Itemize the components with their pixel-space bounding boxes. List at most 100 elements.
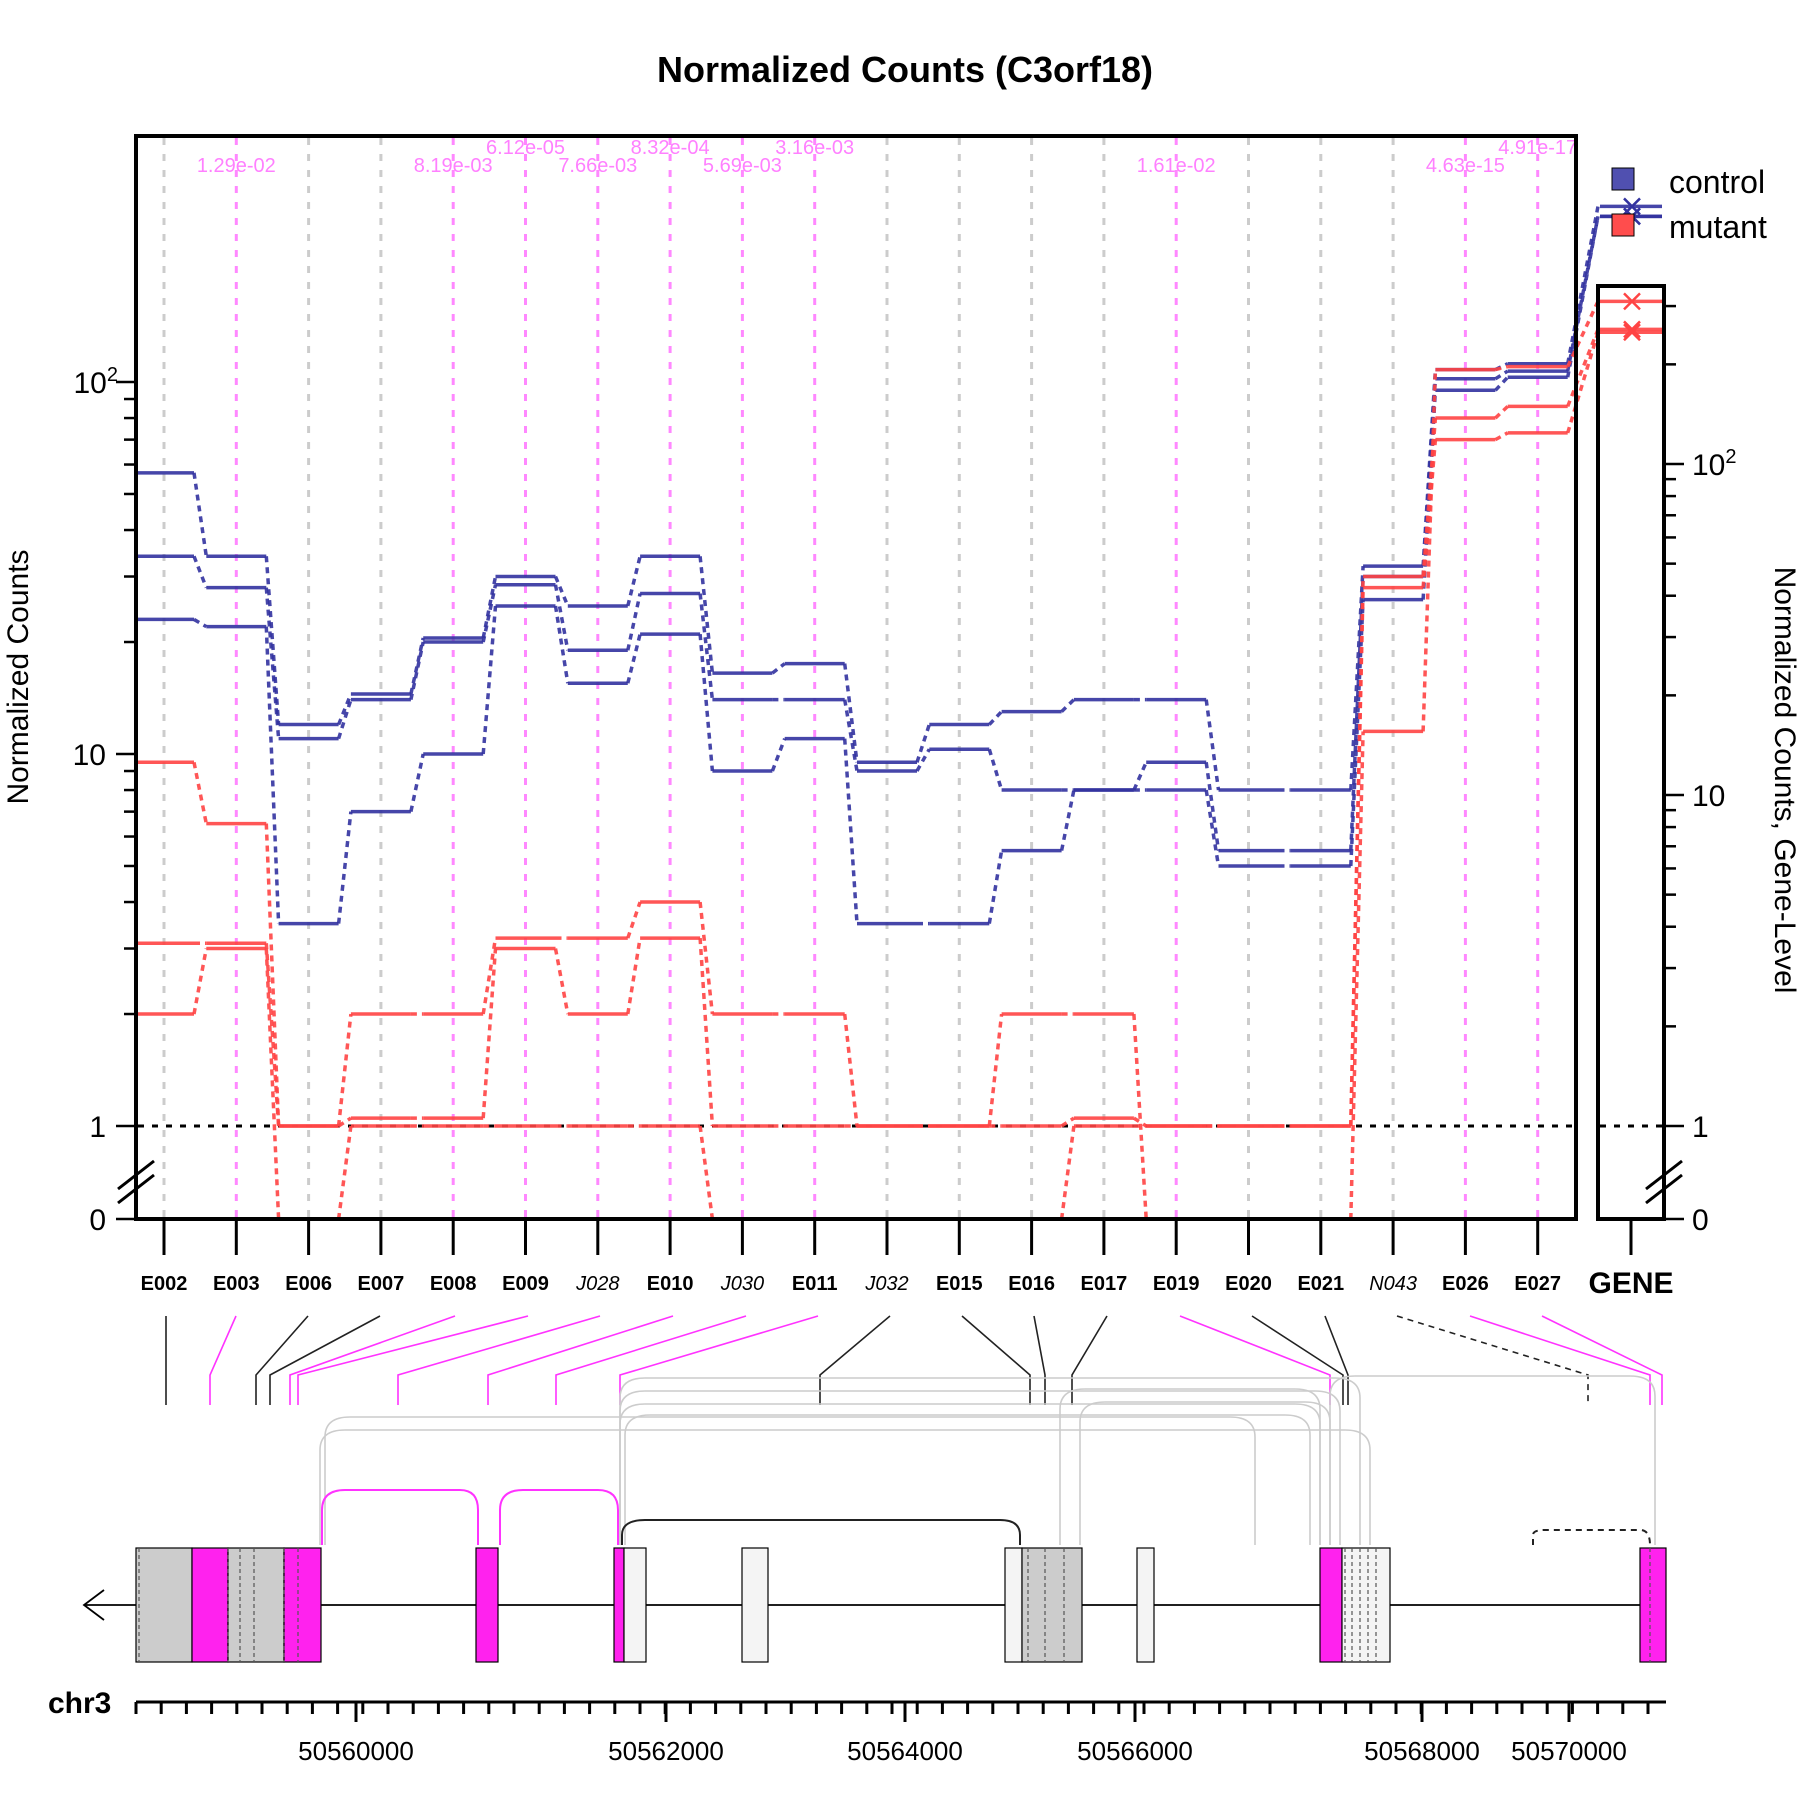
gene-tick-label: 0 [1692,1204,1709,1237]
x-tick-label-gene: GENE [1588,1267,1673,1300]
main-tick-label: 10 [73,739,106,772]
series-2-connector-14 [1204,789,1221,867]
series-2-connector-12 [1059,789,1076,851]
genomic-tick-label: 50560000 [298,1736,414,1766]
series-4-connector-13 [1132,1116,1148,1128]
splice-arc-1 [324,1416,1256,1545]
gene-level-frame [1596,284,1666,1221]
chart-title: Normalized Counts (C3orf18) [657,49,1153,90]
series-1-connector-3 [409,641,425,701]
series-4-connector-2 [337,1116,352,1128]
x-tick-label-e007: E007 [358,1273,405,1295]
bin-link-e015 [961,1315,1031,1405]
exon-box-5 [613,1547,625,1663]
series-0-connector-0 [192,472,209,557]
exon-box-2 [227,1547,285,1663]
series-4-connector-7 [698,937,715,1127]
series-1-connector-6 [626,593,642,651]
exon-box-12 [1341,1547,1391,1663]
series-2-connector-18 [1494,376,1509,392]
bin-link-e017 [1071,1315,1108,1405]
exon-box-6 [623,1547,647,1663]
genomic-tick-label: 50564000 [847,1736,963,1766]
series-3-gene-connector [1566,300,1600,368]
genomic-tick-label: 50566000 [1077,1736,1193,1766]
series-sample-5 [134,331,1600,1221]
series-5-connector-2 [336,1125,353,1220]
pvalue-label-j028: 7.66e-03 [558,155,637,177]
bin-link-j030 [555,1315,747,1405]
series-3-connector-16 [1349,731,1365,1220]
splice-arc-5 [624,1414,1311,1545]
series-5-connector-18 [1494,431,1509,442]
gene-level-mean-marker-1-1 [1623,320,1641,339]
splice-arc-2 [619,1403,1321,1545]
genomic-tick-label: 50570000 [1511,1736,1627,1766]
bin-link-e008 [289,1315,456,1405]
bin-link-e003 [209,1315,237,1405]
series-4-connector-6 [626,937,642,1015]
bin-link-e010 [487,1315,674,1405]
x-tick-label-e010: E010 [647,1273,694,1295]
series-sample-2 [134,216,1600,926]
series-2-connector-7 [698,633,715,772]
splice-arc-7 [1059,1388,1321,1545]
main-axis-break [117,1159,155,1205]
series-0-connector-7 [698,556,715,674]
series-1-connector-11 [987,748,1004,791]
series-3-connector-18 [1494,364,1509,372]
series-4-connector-1 [264,943,281,1127]
legend-swatch-control [1611,167,1635,191]
junction-arc-j030 [499,1489,619,1545]
series-0-connector-14 [1204,699,1221,791]
x-tick-label-e027: E027 [1514,1273,1561,1295]
x-tick-label-j030: J030 [720,1273,764,1295]
bin-link-e006 [255,1315,309,1405]
bin-link-e021 [1324,1315,1349,1405]
series-1-connector-5 [553,584,570,651]
series-2-connector-1 [264,626,281,924]
series-3-connector-13 [1132,1013,1148,1220]
series-2-connector-0 [193,617,208,629]
chromosome-label: chr3 [48,1687,111,1720]
legend-label-mutant: mutant [1669,209,1767,245]
series-2-connector-2 [336,811,353,924]
bin-link-e027 [1541,1315,1663,1405]
x-tick-label-e009: E009 [502,1273,549,1295]
pvalue-label-e011: 3.16e-03 [775,137,854,159]
gene-tick-label: 102 [1692,446,1737,482]
genomic-tick-label: 50562000 [608,1736,724,1766]
series-1-connector-1 [264,587,281,739]
main-tick-label: 102 [74,364,119,400]
series-3-connector-0 [192,761,209,824]
pvalue-label-e027: 4.91e-17 [1498,137,1577,159]
gene-tick-label: 1 [1692,1111,1709,1144]
splice-arc-6 [1079,1401,1331,1545]
bin-link-n043 [1396,1315,1589,1405]
x-tick-label-e017: E017 [1081,1273,1128,1295]
x-tick-label-j028: J028 [575,1273,619,1295]
bin-link-e020 [1251,1315,1344,1405]
splice-arc-4 [619,1377,1361,1545]
series-4-gene-connector [1566,328,1600,408]
series-1-connector-7 [698,593,715,700]
exon-box-1 [191,1547,229,1663]
series-0-connector-11 [988,710,1003,726]
series-1-connector-14 [1204,762,1221,851]
gene-model: 50560000 50562000 50564000 50566000 50568000… [82,1315,1667,1766]
series-2-connector-4 [481,605,498,755]
pvalue-label-e026: 4.63e-15 [1426,155,1505,177]
series-2-connector-5 [553,605,570,684]
junction-arc-j032 [621,1519,1021,1545]
series-0-connector-16 [1349,565,1365,791]
series-1-connector-16 [1349,576,1365,851]
series-1-connector-18 [1494,369,1509,381]
exon-box-11 [1319,1547,1343,1663]
series-4-connector-18 [1494,405,1509,420]
series-2-gene-connector [1565,216,1600,378]
series-4-connector-5 [553,948,570,1015]
pvalue-label-e008: 8.19e-03 [414,155,493,177]
series-0-connector-12 [1060,698,1076,713]
series-1-gene-connector [1565,216,1600,372]
